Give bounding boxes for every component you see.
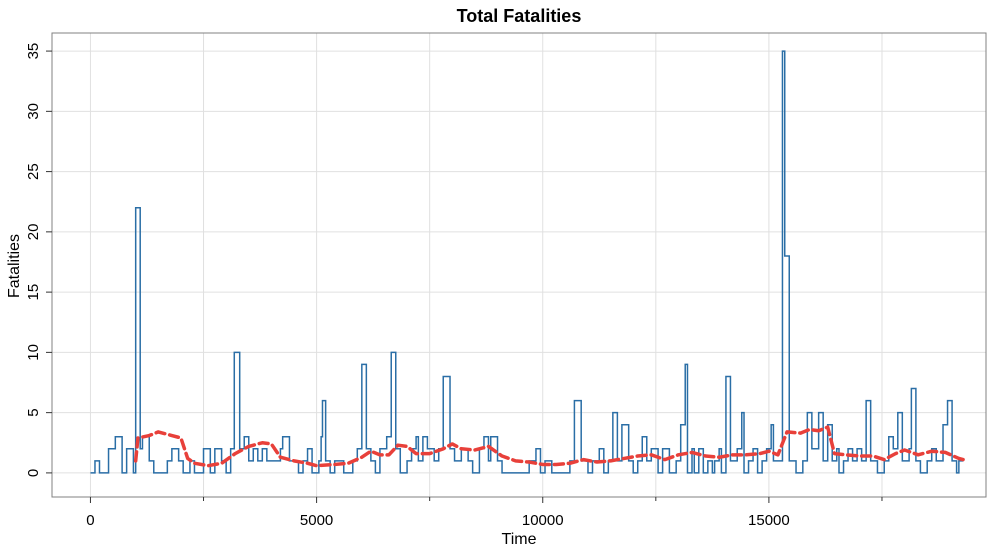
x-tick-label: 0 bbox=[86, 512, 94, 529]
y-tick-label: 0 bbox=[25, 469, 42, 477]
series-step-line bbox=[90, 50, 964, 474]
y-tick-label: 35 bbox=[25, 43, 42, 60]
x-axis-title: Time bbox=[502, 531, 537, 548]
y-tick-label: 30 bbox=[25, 103, 42, 120]
y-tick-label: 15 bbox=[25, 284, 42, 301]
axis-layer: 0 5000 10000 15000 0 5 10 15 20 25 30 35 bbox=[25, 32, 987, 529]
x-tick-label: 5000 bbox=[300, 512, 333, 529]
series-smooth-line bbox=[133, 425, 966, 468]
y-tick-label: 5 bbox=[25, 408, 42, 416]
chart-title: Total Fatalities bbox=[456, 6, 582, 26]
x-tick-label: 10000 bbox=[522, 512, 564, 529]
series-layer bbox=[90, 50, 966, 474]
grid-layer bbox=[52, 33, 986, 497]
plot-frame bbox=[51, 32, 987, 498]
y-tick-label: 20 bbox=[25, 224, 42, 241]
y-tick-label: 25 bbox=[25, 163, 42, 180]
y-tick-label: 10 bbox=[25, 344, 42, 361]
x-tick-label: 15000 bbox=[748, 512, 790, 529]
y-axis-title: Fatalities bbox=[6, 234, 23, 298]
